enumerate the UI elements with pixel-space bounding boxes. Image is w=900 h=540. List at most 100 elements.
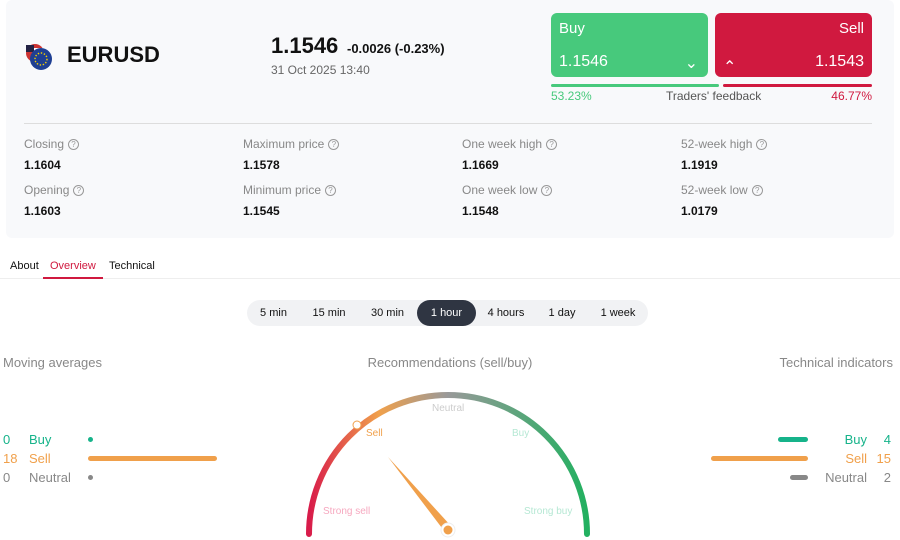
tab-technical[interactable]: Technical	[109, 260, 155, 272]
stat-52-week-low: 52-week low? 1.0179	[681, 183, 763, 218]
label-sell: Sell	[366, 428, 383, 439]
stat-label: Maximum price?	[243, 137, 340, 151]
stat-label-text: One week high	[462, 137, 543, 151]
ma-buy-bar	[88, 437, 93, 442]
stat-label: 52-week low?	[681, 183, 763, 197]
sell-label: Sell	[838, 20, 864, 37]
timeframe-1-day[interactable]: 1 day	[548, 307, 576, 319]
buy-button[interactable]: Buy 1.1546 ⌄	[551, 13, 708, 77]
ti-buy-label: Buy	[844, 432, 867, 447]
help-icon[interactable]: ?	[756, 139, 768, 151]
stat-label: Closing?	[24, 137, 80, 151]
stat-label-text: Opening	[24, 183, 70, 197]
help-icon[interactable]: ?	[68, 139, 80, 151]
tab-overview[interactable]: Overview	[43, 260, 103, 279]
stat-label: Opening?	[24, 183, 85, 197]
ti-neutral-count: 2	[883, 470, 891, 485]
stat-value: 1.1604	[24, 158, 61, 172]
help-icon[interactable]: ?	[546, 139, 558, 151]
stat-maximum-price: Maximum price? 1.1578	[243, 137, 340, 172]
recommendation-gauge: Strong sell Sell Neutral Buy Strong buy	[306, 392, 590, 538]
stat-label-text: Minimum price	[243, 183, 322, 197]
technical-indicators-title: Technical indicators	[779, 355, 893, 370]
sell-feedback-bar	[723, 84, 872, 87]
ma-neutral-count: 0	[3, 470, 11, 485]
gauge-needle	[388, 457, 451, 532]
stat-label: 52-week high?	[681, 137, 768, 151]
needle-pivot-dot	[443, 525, 453, 535]
timeframe-30-min[interactable]: 30 min	[370, 307, 405, 319]
help-icon[interactable]: ?	[751, 185, 763, 197]
gauge-marker	[352, 420, 362, 430]
ti-buy-count: 4	[883, 432, 891, 447]
sell-percent: 46.77%	[831, 89, 872, 103]
timeframe-selector: 5 min 15 min 30 min 1 hour 4 hours 1 day 1 wee…	[247, 300, 648, 326]
tab-about[interactable]: About	[10, 260, 39, 272]
ma-sell-label: Sell	[29, 451, 51, 466]
chevron-down-icon: ⌄	[684, 55, 698, 72]
stat-opening: Opening? 1.1603	[24, 183, 85, 218]
stat-label-text: Maximum price	[243, 137, 325, 151]
ti-sell-bar	[711, 456, 808, 461]
help-icon[interactable]: ?	[541, 185, 553, 197]
label-strong-sell: Strong sell	[323, 506, 370, 517]
stat-value: 1.1603	[24, 204, 61, 218]
timeframe-4-hours[interactable]: 4 hours	[487, 307, 525, 319]
ma-buy-count: 0	[3, 432, 11, 447]
stat-52-week-high: 52-week high? 1.1919	[681, 137, 768, 172]
stat-value: 1.1919	[681, 158, 718, 172]
ti-neutral-bar	[790, 475, 808, 480]
stat-value: 1.1545	[243, 204, 280, 218]
stat-label: One week high?	[462, 137, 558, 151]
help-icon[interactable]: ?	[73, 185, 85, 197]
stat-value: 1.1669	[462, 158, 499, 172]
chevron-up-icon: ⌃	[723, 59, 737, 76]
label-strong-buy: Strong buy	[524, 506, 572, 517]
help-icon[interactable]: ?	[328, 139, 340, 151]
moving-averages-title: Moving averages	[3, 355, 102, 370]
help-icon[interactable]: ?	[325, 185, 337, 197]
timestamp: 31 Oct 2025 13:40	[271, 63, 370, 77]
stat-label-text: 52-week low	[681, 183, 748, 197]
stat-value: 1.0179	[681, 204, 718, 218]
ma-neutral-bar	[88, 475, 93, 480]
current-price: 1.1546	[271, 33, 339, 58]
divider	[24, 123, 872, 124]
gauge-arc	[306, 392, 590, 537]
buy-price: 1.1546	[559, 53, 608, 70]
stat-minimum-price: Minimum price? 1.1545	[243, 183, 337, 218]
stat-value: 1.1548	[462, 204, 499, 218]
timeframe-1-hour[interactable]: 1 hour	[417, 300, 476, 326]
traders-feedback-label: Traders' feedback	[666, 89, 762, 103]
stat-value: 1.1578	[243, 158, 280, 172]
ti-sell-label: Sell	[845, 451, 867, 466]
tab-bar: About Overview Technical	[0, 258, 900, 279]
eu-us-flag-icon	[26, 44, 52, 70]
label-neutral: Neutral	[432, 403, 464, 414]
buy-percent: 53.23%	[551, 89, 592, 103]
gauge-title: Recommendations (sell/buy)	[367, 355, 533, 370]
stat-label-text: Closing	[24, 137, 65, 151]
timeframe-5-min[interactable]: 5 min	[260, 307, 287, 319]
ti-buy-bar	[778, 437, 808, 442]
buy-label: Buy	[559, 20, 585, 37]
label-buy: Buy	[512, 428, 529, 439]
stat-one-week-low: One week low? 1.1548	[462, 183, 553, 218]
ma-sell-bar	[88, 456, 217, 461]
ti-sell-count: 15	[876, 451, 891, 466]
timeframe-1-week[interactable]: 1 week	[600, 307, 636, 319]
stat-one-week-high: One week high? 1.1669	[462, 137, 558, 172]
sell-button[interactable]: Sell ⌃ 1.1543	[715, 13, 872, 77]
stat-label: One week low?	[462, 183, 553, 197]
ma-neutral-label: Neutral	[29, 470, 71, 485]
sell-price: 1.1543	[815, 53, 864, 70]
buy-feedback-bar	[551, 84, 719, 87]
symbol: EURUSD	[67, 42, 160, 67]
ma-buy-label: Buy	[29, 432, 52, 447]
ti-neutral-label: Neutral	[825, 470, 867, 485]
stat-label-text: 52-week high	[681, 137, 753, 151]
stat-closing: Closing? 1.1604	[24, 137, 80, 172]
stat-label: Minimum price?	[243, 183, 337, 197]
timeframe-15-min[interactable]: 15 min	[312, 307, 346, 319]
ma-sell-count: 18	[3, 451, 18, 466]
